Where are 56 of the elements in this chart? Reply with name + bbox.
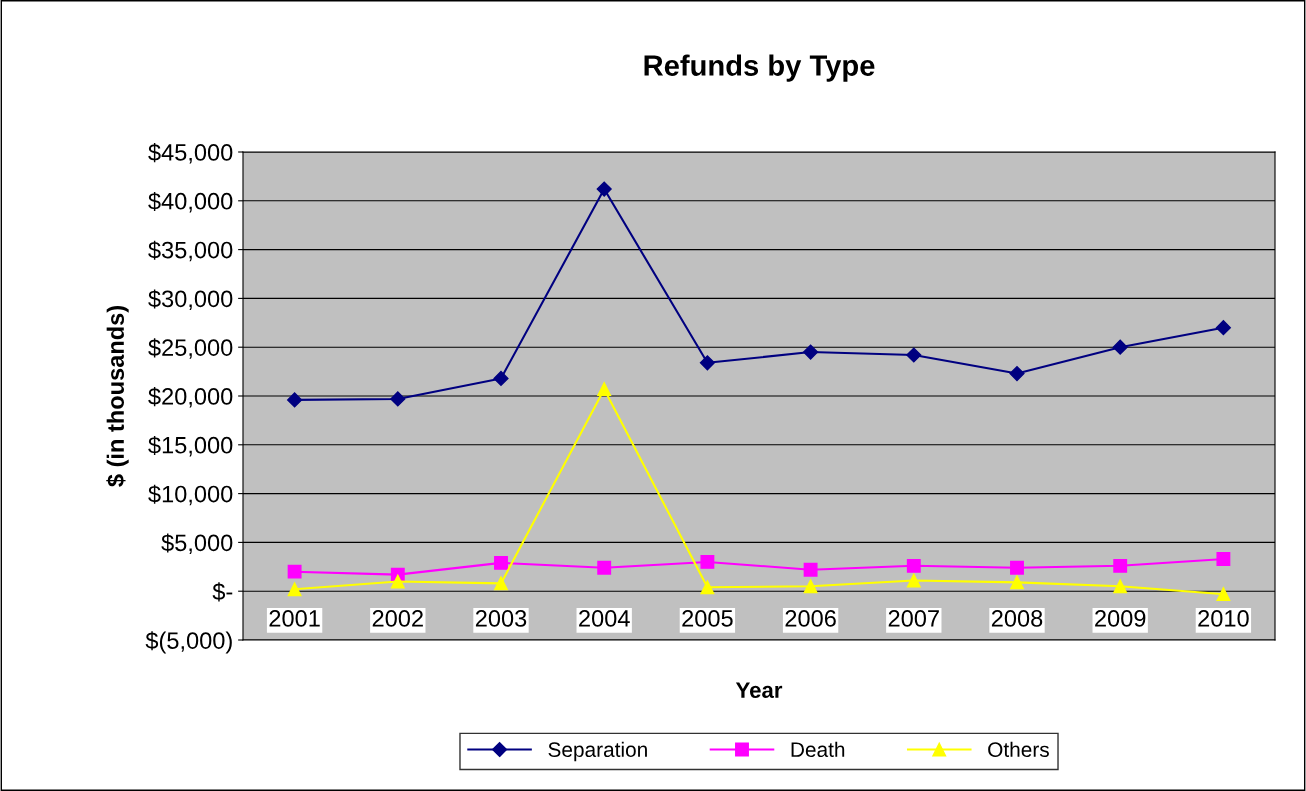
point: [906, 573, 921, 588]
point: [803, 344, 819, 360]
x-tick-label: 2008: [991, 610, 1043, 627]
y-tick-label: $15,000: [148, 435, 233, 457]
legend-label: Others: [988, 741, 1049, 758]
point: [390, 391, 406, 407]
point: [493, 370, 509, 387]
y-tick-label: $45,000: [148, 143, 233, 164]
x-tick-label: 2002: [372, 610, 423, 627]
point: [287, 564, 302, 579]
point: [597, 560, 612, 575]
point: [597, 382, 612, 397]
y-tick-label: $25,000: [148, 338, 233, 359]
point: [287, 392, 303, 408]
point: [699, 355, 715, 371]
y-tick-label: $40,000: [148, 191, 233, 213]
x-tick-label: 2001: [269, 610, 320, 627]
y-axis-title: $ (in thousands): [106, 306, 129, 487]
x-axis-title: Year: [735, 682, 783, 698]
point: [1010, 560, 1024, 575]
x-tick-label: 2005: [682, 610, 733, 627]
point: [596, 181, 612, 197]
x-tick-label: 2003: [475, 610, 527, 627]
point: [1112, 339, 1128, 355]
point: [803, 562, 818, 577]
y-tick-label: $(5,000): [145, 631, 232, 654]
legend-label: Separation: [548, 741, 647, 762]
point: [1009, 365, 1025, 382]
point: [390, 574, 405, 589]
x-tick-label: 2007: [888, 610, 939, 627]
point: [906, 347, 922, 363]
x-tick-label: 2010: [1198, 610, 1249, 627]
point: [700, 580, 715, 595]
point: [1113, 558, 1128, 573]
x-tick-label: 2004: [579, 610, 630, 627]
point: [1216, 552, 1231, 566]
point: [1010, 575, 1024, 590]
y-tick-label: $30,000: [148, 289, 233, 310]
y-tick-label: $5,000: [161, 533, 233, 554]
point: [287, 582, 302, 597]
y-tick-label: $35,000: [148, 240, 233, 262]
point: [1113, 579, 1128, 594]
y-tick-label: $-: [212, 582, 233, 602]
point: [700, 554, 715, 569]
point: [1216, 587, 1231, 602]
point: [906, 558, 921, 573]
point: [494, 576, 508, 591]
x-tick-label: 2009: [1095, 610, 1146, 627]
x-tick-label: 2006: [785, 610, 836, 627]
chart-title: Refunds by Type: [644, 54, 875, 82]
point: [494, 555, 508, 570]
point: [1215, 320, 1231, 336]
y-tick-label: $10,000: [148, 484, 233, 506]
y-tick-label: $20,000: [148, 387, 233, 408]
legend-label: Death: [791, 741, 845, 758]
point: [803, 579, 818, 594]
